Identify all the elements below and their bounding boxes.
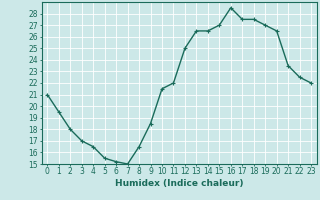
X-axis label: Humidex (Indice chaleur): Humidex (Indice chaleur) <box>115 179 244 188</box>
